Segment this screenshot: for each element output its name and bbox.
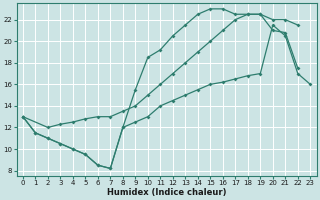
X-axis label: Humidex (Indice chaleur): Humidex (Indice chaleur) (107, 188, 226, 197)
